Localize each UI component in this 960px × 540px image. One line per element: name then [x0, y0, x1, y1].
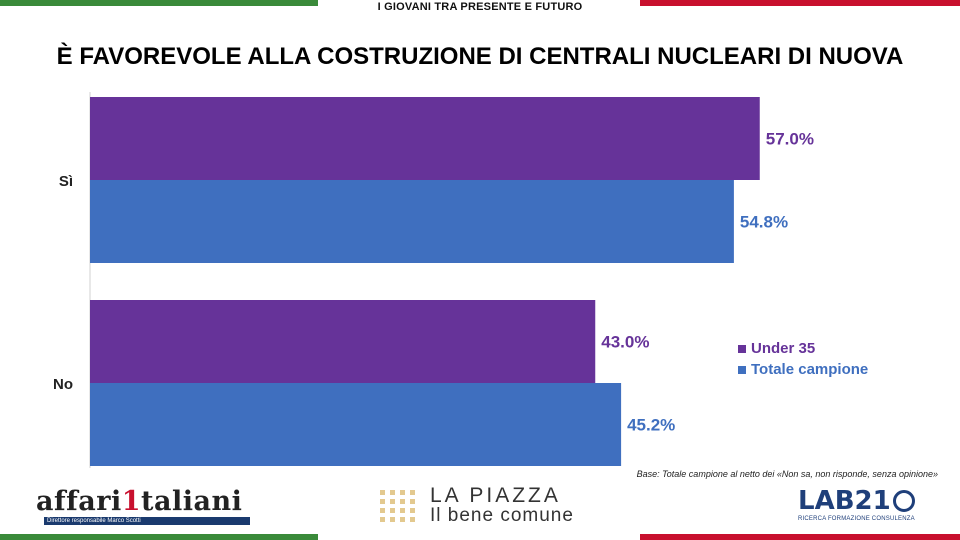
- lab21-name: LAB21: [798, 486, 891, 516]
- data-label-under-35-si: 57.0%: [766, 130, 814, 149]
- lab21-subtitle: RICERCA FORMAZIONE CONSULENZA: [798, 516, 915, 522]
- legend-item-totale: Totale campione: [738, 361, 868, 378]
- legend-label-under35: Under 35: [751, 340, 816, 357]
- lapiazza-title: LA PIAZZA: [430, 484, 561, 507]
- affaritaliani-wordmark: affari1taliani: [36, 487, 250, 517]
- kicker-title: I GIOVANI TRA PRESENTE E FUTURO: [377, 1, 583, 13]
- flag-bar-red-bottom: [640, 534, 960, 540]
- affari-text-one: 1: [121, 486, 141, 517]
- legend: Under 35 Totale campione: [738, 340, 868, 382]
- flag-bar-red: [640, 0, 960, 6]
- legend-swatch-totale: [738, 365, 746, 374]
- lapiazza-logo: LA PIAZZA Il bene comune: [380, 484, 574, 526]
- affari-subtitle: Direttore responsabile Marco Scotti: [44, 517, 250, 525]
- flag-bar-green-bottom: [0, 534, 318, 540]
- bar-totale-campione-si: [90, 180, 734, 263]
- data-label-totale-campione-si: 54.8%: [740, 213, 788, 232]
- flag-bar-green: [0, 0, 318, 6]
- lapiazza-subtitle: Il bene comune: [430, 505, 574, 526]
- chart-title: È FAVOREVOLE ALLA COSTRUZIONE DI CENTRAL…: [56, 43, 904, 70]
- bar-under-35-si: [90, 97, 760, 180]
- affaritaliani-logo: affari1taliani Direttore responsabile Ma…: [36, 487, 250, 525]
- lab21-circle-icon: [892, 490, 915, 512]
- bar-totale-campione-no: [90, 383, 622, 466]
- legend-label-totale: Totale campione: [751, 361, 869, 378]
- data-label-totale-campione-no: 45.2%: [627, 416, 675, 435]
- category-label-si: Sì: [59, 173, 73, 190]
- bar-under-35-no: [90, 300, 596, 383]
- affari-text-a: affari: [36, 486, 122, 517]
- affari-text-b: taliani: [141, 486, 243, 517]
- legend-swatch-under35: [738, 344, 746, 353]
- data-label-under-35-no: 43.0%: [601, 333, 649, 352]
- category-label-no: No: [53, 376, 73, 393]
- legend-item-under35: Under 35: [738, 340, 868, 357]
- dots-icon: [380, 490, 416, 522]
- lab21-logo: LAB21 RICERCA FORMAZIONE CONSULENZA: [798, 486, 915, 522]
- footnote: Base: Totale campione al netto dei «Non …: [636, 469, 938, 479]
